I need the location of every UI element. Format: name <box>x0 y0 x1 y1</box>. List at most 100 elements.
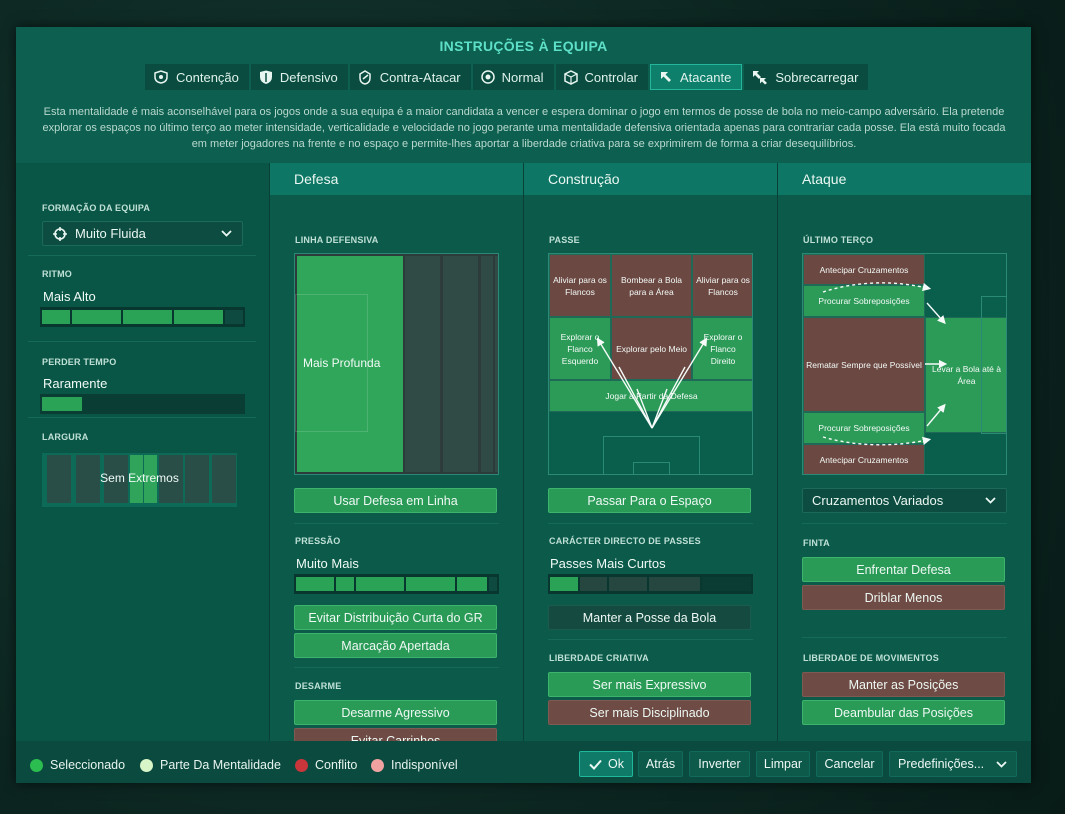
crossing-dropdown[interactable]: Cruzamentos Variados <box>802 488 1007 513</box>
passing-arrows <box>596 337 708 429</box>
divider <box>28 341 256 342</box>
lob-into-area-cell[interactable]: Bombear a Bola para a Área <box>611 254 692 317</box>
creative-freedom-label: LIBERDADE CRIATIVA <box>549 653 649 663</box>
divider <box>294 667 499 668</box>
crossing-value: Cruzamentos Variados <box>812 493 944 508</box>
passing-pitch[interactable]: Aliviar para os Flancos Bombear a Bola p… <box>548 253 753 475</box>
exploit-right-flank-cell[interactable]: Explorar o Flanco Direito <box>692 317 752 380</box>
invert-button[interactable]: Inverter <box>689 751 750 777</box>
play-out-of-defence-cell[interactable]: Jogar a Partir da Defesa <box>549 380 752 412</box>
counter-icon <box>358 69 371 85</box>
tab-contra-atacar[interactable]: Contra-Atacar <box>349 64 471 90</box>
exploit-left-flank-cell[interactable]: Explorar o Flanco Esquerdo <box>549 317 611 380</box>
dialog-title: INSTRUÇÕES À EQUIPA <box>439 38 608 54</box>
dialog-footer: Seleccionado Parte Da Mentalidade Confli… <box>16 741 1031 783</box>
attack-arrow-icon <box>661 72 671 82</box>
early-crosses-cell[interactable]: Antecipar Cruzamentos <box>803 254 925 285</box>
final-third-pitch[interactable]: Antecipar Cruzamentos Procurar Sobreposi… <box>802 253 1007 475</box>
dribble-less-button[interactable]: Driblar Menos <box>802 585 1005 610</box>
clear-to-flanks-cell[interactable]: Aliviar para os Flancos <box>549 254 611 317</box>
legend-label: Seleccionado <box>50 758 126 772</box>
legend-label: Parte Da Mentalidade <box>160 758 281 772</box>
chevron-down-icon <box>221 230 232 237</box>
tab-normal[interactable]: Normal <box>472 64 554 90</box>
defensive-line-pitch[interactable]: Mais Profunda <box>294 253 499 475</box>
exploit-middle-cell[interactable]: Explorar pelo Meio <box>611 317 692 380</box>
divider <box>777 163 778 741</box>
tab-controlar[interactable]: Controlar <box>555 64 648 90</box>
prevent-gk-distribution-button[interactable]: Evitar Distribuição Curta do GR <box>294 605 497 630</box>
presets-label: Predefinições... <box>898 757 985 771</box>
be-more-expressive-button[interactable]: Ser mais Expressivo <box>548 672 751 697</box>
tab-sobrecarregar[interactable]: Sobrecarregar <box>744 64 869 90</box>
tab-defensivo[interactable]: Defensivo <box>250 64 348 90</box>
line-of-engagement-button[interactable]: Usar Defesa em Linha <box>294 488 497 513</box>
mentality-dot <box>140 758 153 772</box>
clear-button[interactable]: Limpar <box>756 751 810 777</box>
tab-label: Controlar <box>584 69 638 85</box>
hold-position-button[interactable]: Manter as Posições <box>802 672 1005 697</box>
divider <box>802 637 1007 638</box>
passing-label: PASSE <box>549 235 580 245</box>
tighter-marking-button[interactable]: Marcação Apertada <box>294 633 497 658</box>
final-third-label: ÚLTIMO TERÇO <box>803 235 874 245</box>
chevron-down-icon <box>996 761 1007 768</box>
roam-from-positions-button[interactable]: Deambular das Posições <box>802 700 1005 725</box>
defence-column: Defesa LINHA DEFENSIVA Mais Profunda Usa… <box>270 163 523 753</box>
tab-label: Defensivo <box>279 69 338 85</box>
legend-label: Indisponível <box>391 758 458 772</box>
tempo-slider[interactable] <box>40 307 245 327</box>
tab-contencao[interactable]: Contenção <box>145 64 249 90</box>
selected-dot <box>30 758 43 772</box>
check-icon <box>589 759 602 770</box>
overlap-cell[interactable]: Procurar Sobreposições <box>803 412 925 444</box>
back-button[interactable]: Atrás <box>638 751 683 777</box>
passing-directness-value: Passes Mais Curtos <box>550 556 666 571</box>
be-more-disciplined-button[interactable]: Ser mais Disciplinado <box>548 700 751 725</box>
pass-into-space-button[interactable]: Passar Para o Espaço <box>548 488 751 513</box>
tab-label: Sobrecarregar <box>775 69 859 85</box>
team-shape-column: FORMAÇÃO DA EQUIPA Muito Fluida RITMO Ma… <box>16 163 269 741</box>
defence-title: Defesa <box>270 163 523 195</box>
tab-label: Contenção <box>176 69 239 85</box>
chevron-down-icon <box>985 497 996 504</box>
cancel-button[interactable]: Cancelar <box>816 751 883 777</box>
early-crosses-cell[interactable]: Antecipar Cruzamentos <box>803 444 925 474</box>
divider <box>269 163 270 741</box>
legend-label: Conflito <box>315 758 358 772</box>
work-ball-into-box-cell[interactable]: Levar a Bola até à Área <box>925 317 1006 433</box>
ball-icon <box>480 70 495 84</box>
tackling-label: DESARME <box>295 681 342 691</box>
shoot-on-sight-cell[interactable]: Rematar Sempre que Possível <box>803 317 925 412</box>
divider <box>548 523 753 524</box>
tab-label: Normal <box>501 69 544 85</box>
tab-label: Contra-Atacar <box>379 69 461 85</box>
attack-column: Ataque ÚLTIMO TERÇO Antecipar Cruzamento… <box>778 163 1031 741</box>
overlap-cell[interactable]: Procurar Sobreposições <box>803 285 925 317</box>
control-icon <box>563 69 578 85</box>
pressing-slider[interactable] <box>294 574 499 594</box>
attack-title: Ataque <box>778 163 1031 195</box>
dribbling-label: FINTA <box>803 538 830 548</box>
formation-dropdown[interactable]: Muito Fluida <box>42 221 243 246</box>
divider <box>523 163 524 741</box>
tab-atacante[interactable]: Atacante <box>650 64 743 90</box>
aggressive-tackling-button[interactable]: Desarme Agressivo <box>294 700 497 725</box>
timewasting-label: PERDER TEMPO <box>42 357 117 367</box>
tempo-value: Mais Alto <box>43 289 96 304</box>
timewasting-slider[interactable] <box>40 394 245 414</box>
build-up-column: Construção PASSE Aliviar para os Flancos… <box>524 163 777 741</box>
conflict-dot <box>295 758 308 772</box>
presets-dropdown[interactable]: Predefinições... <box>889 751 1017 777</box>
divider <box>294 523 499 524</box>
retain-possession-button[interactable]: Manter a Posse da Bola <box>548 605 751 630</box>
timewasting-value: Raramente <box>43 376 108 391</box>
passing-directness-slider[interactable] <box>548 574 753 594</box>
clear-to-flanks-cell[interactable]: Aliviar para os Flancos <box>692 254 752 317</box>
movement-freedom-label: LIBERDADE DE MOVIMENTOS <box>803 653 939 663</box>
ok-button[interactable]: Ok <box>579 751 633 777</box>
run-at-defence-button[interactable]: Enfrentar Defesa <box>802 557 1005 582</box>
formation-label: FORMAÇÃO DA EQUIPA <box>42 203 151 213</box>
unavailable-dot <box>371 758 384 772</box>
width-selector[interactable]: Sem Extremos <box>42 453 237 507</box>
